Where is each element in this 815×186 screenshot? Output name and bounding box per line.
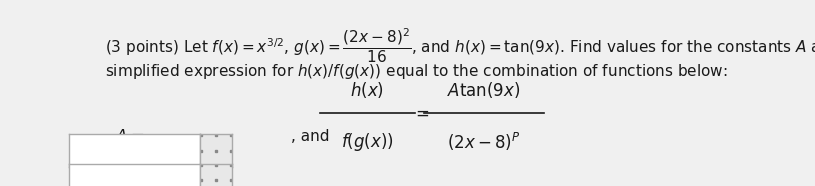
Text: $(2x-8)^P$: $(2x-8)^P$ [447, 131, 521, 153]
Text: simplified expression for $h(x)/f(g(x))$ equal to the combination of functions b: simplified expression for $h(x)/f(g(x))$… [105, 62, 728, 81]
Text: $h(x)$: $h(x)$ [350, 80, 384, 100]
Text: $A =$: $A =$ [114, 128, 144, 146]
Text: (3 points) Let $f(x) = x^{3/2}$, $g(x) = \dfrac{(2x-8)^2}{16}$, and $h(x) = \tan: (3 points) Let $f(x) = x^{3/2}$, $g(x) =… [105, 27, 815, 65]
Text: $P =$: $P =$ [114, 151, 142, 169]
Text: $=$: $=$ [412, 104, 430, 121]
Text: , and: , and [292, 129, 330, 144]
Text: $f(g(x))$: $f(g(x))$ [341, 131, 394, 153]
Text: $A\tan(9x)$: $A\tan(9x)$ [447, 80, 521, 100]
